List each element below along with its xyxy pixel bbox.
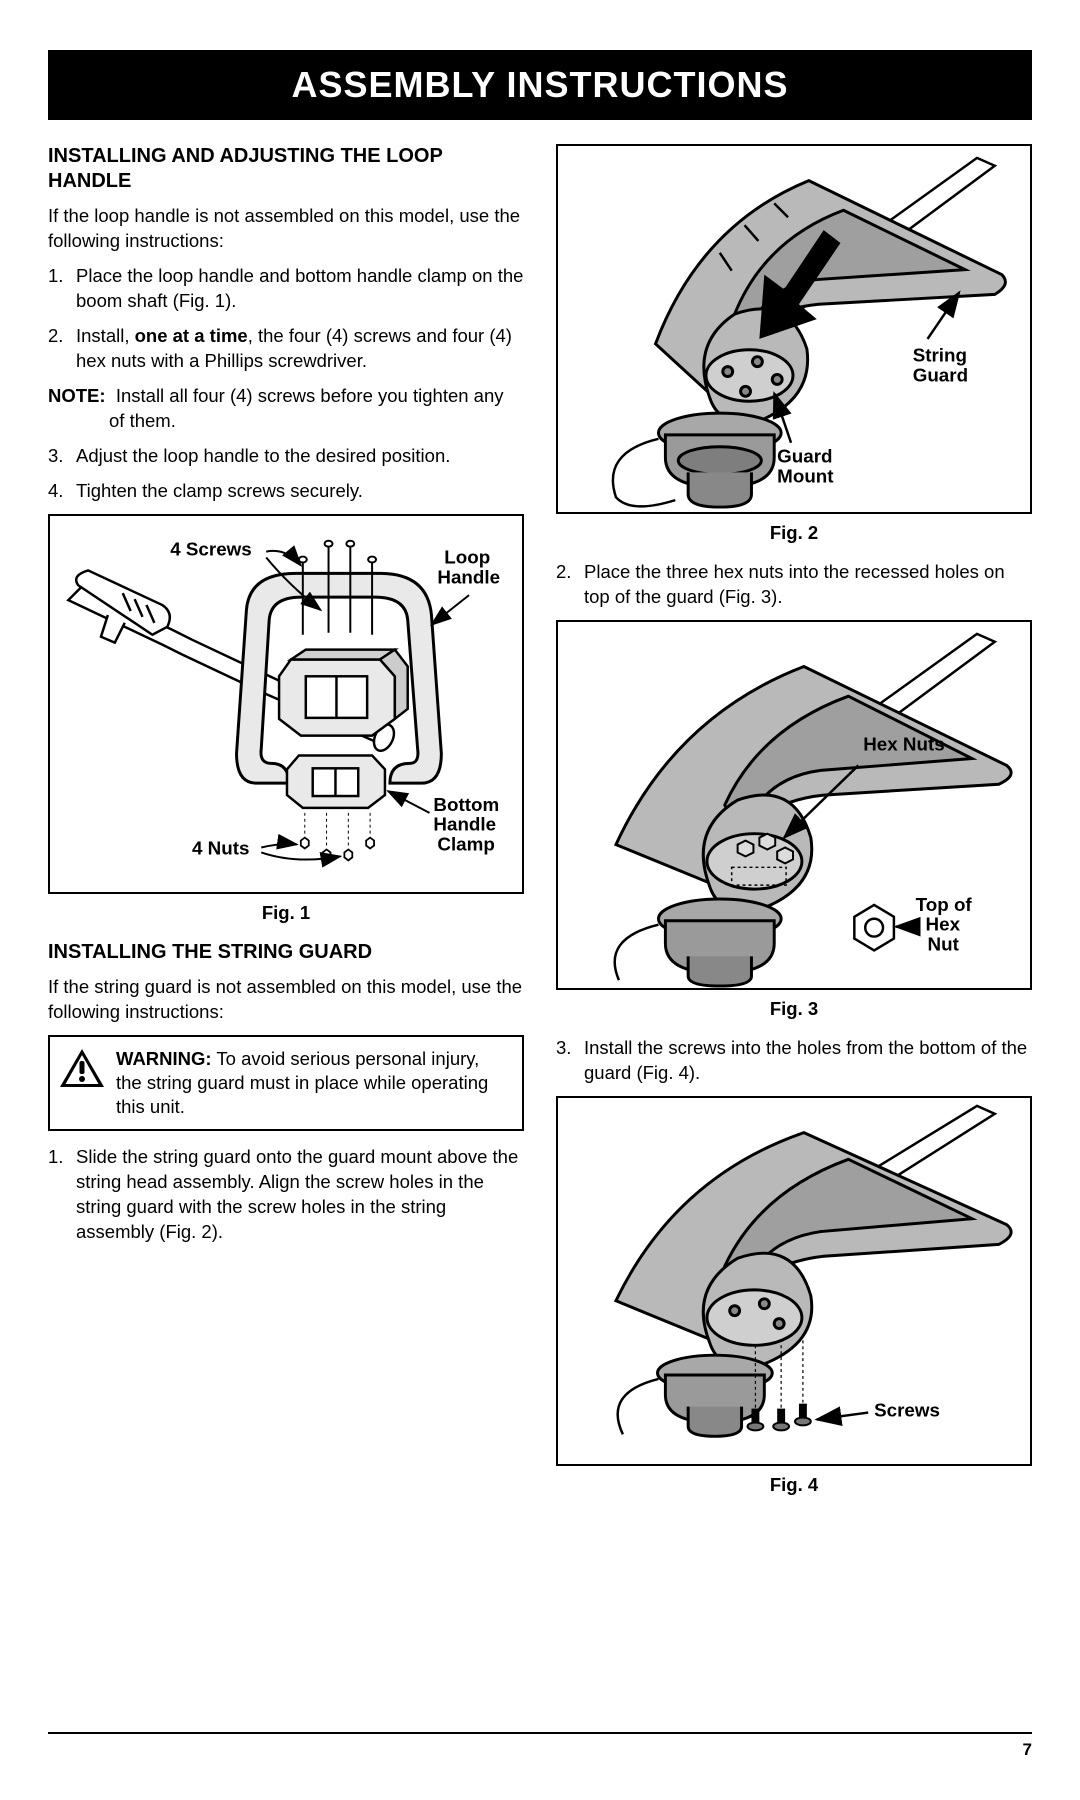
warning-icon bbox=[58, 1047, 106, 1096]
fig2-label-guard-mount: Guard bbox=[777, 446, 832, 467]
page-number: 7 bbox=[1023, 1740, 1032, 1759]
figure-1-svg: 4 Screws Loop Handle 4 Nuts Bottom Handl… bbox=[50, 516, 522, 892]
figure-3-box: Hex Nuts Top of Hex Nut bbox=[556, 620, 1032, 990]
fig3-label-hexnuts: Hex Nuts bbox=[863, 734, 944, 755]
page-footer: 7 bbox=[48, 1732, 1032, 1760]
figure-4-box: Screws bbox=[556, 1096, 1032, 1466]
fig1-label-clamp: Bottom bbox=[433, 794, 499, 815]
sg-step-2-list: 2.Place the three hex nuts into the rece… bbox=[556, 560, 1032, 610]
svg-text:Handle: Handle bbox=[433, 813, 496, 834]
step-2: 2.Install, one at a time, the four (4) s… bbox=[48, 324, 524, 374]
sg-step-1: 1.Slide the string guard onto the guard … bbox=[48, 1145, 524, 1245]
warning-text: WARNING: To avoid serious personal injur… bbox=[116, 1047, 510, 1119]
fig3-caption: Fig. 3 bbox=[556, 998, 1032, 1020]
sg-step-3-list: 3.Install the screws into the holes from… bbox=[556, 1036, 1032, 1086]
hex-nut-icon bbox=[854, 905, 894, 951]
heading-string-guard: INSTALLING THE STRING GUARD bbox=[48, 940, 524, 965]
fig1-caption: Fig. 1 bbox=[48, 902, 524, 924]
sg-step-2: 2.Place the three hex nuts into the rece… bbox=[556, 560, 1032, 610]
note: NOTE: Install all four (4) screws before… bbox=[48, 384, 524, 434]
fig2-label-string-guard: String bbox=[913, 345, 967, 366]
svg-text:Handle: Handle bbox=[437, 566, 500, 587]
string-guard-steps: 1.Slide the string guard onto the guard … bbox=[48, 1145, 524, 1245]
svg-text:Hex: Hex bbox=[926, 914, 961, 935]
sg-step-3: 3.Install the screws into the holes from… bbox=[556, 1036, 1032, 1086]
fig1-label-screws: 4 Screws bbox=[170, 538, 252, 559]
figure-3-svg: Hex Nuts Top of Hex Nut bbox=[558, 622, 1030, 988]
intro-text: If the loop handle is not assembled on t… bbox=[48, 204, 524, 254]
fig3-label-top: Top of bbox=[916, 894, 973, 915]
string-guard-intro: If the string guard is not assembled on … bbox=[48, 975, 524, 1025]
warning-box: WARNING: To avoid serious personal injur… bbox=[48, 1035, 524, 1131]
figure-2-box: String Guard Guard Mount bbox=[556, 144, 1032, 514]
right-column: String Guard Guard Mount Fig. 2 2.Place … bbox=[556, 144, 1032, 1512]
fig4-caption: Fig. 4 bbox=[556, 1474, 1032, 1496]
fig2-caption: Fig. 2 bbox=[556, 522, 1032, 544]
svg-text:Mount: Mount bbox=[777, 465, 834, 486]
fig4-label-screws: Screws bbox=[874, 1399, 940, 1420]
left-column: INSTALLING AND ADJUSTING THE LOOP HANDLE… bbox=[48, 144, 524, 1512]
loop-handle-steps: 1.Place the loop handle and bottom handl… bbox=[48, 264, 524, 374]
step-3: 3.Adjust the loop handle to the desired … bbox=[48, 444, 524, 469]
figure-2-svg: String Guard Guard Mount bbox=[558, 146, 1030, 512]
fig1-label-loop: Loop bbox=[444, 546, 490, 567]
step-4: 4.Tighten the clamp screws securely. bbox=[48, 479, 524, 504]
two-column-layout: INSTALLING AND ADJUSTING THE LOOP HANDLE… bbox=[48, 144, 1032, 1512]
fig1-label-nuts: 4 Nuts bbox=[192, 837, 249, 858]
step-1: 1.Place the loop handle and bottom handl… bbox=[48, 264, 524, 314]
svg-text:Guard: Guard bbox=[913, 364, 968, 385]
heading-loop-handle: INSTALLING AND ADJUSTING THE LOOP HANDLE bbox=[48, 144, 524, 194]
svg-text:Clamp: Clamp bbox=[437, 833, 494, 854]
page-banner: ASSEMBLY INSTRUCTIONS bbox=[48, 50, 1032, 120]
figure-4-svg: Screws bbox=[558, 1098, 1030, 1464]
svg-text:Nut: Nut bbox=[928, 933, 960, 954]
figure-1-box: 4 Screws Loop Handle 4 Nuts Bottom Handl… bbox=[48, 514, 524, 894]
loop-handle-steps-cont: 3.Adjust the loop handle to the desired … bbox=[48, 444, 524, 504]
